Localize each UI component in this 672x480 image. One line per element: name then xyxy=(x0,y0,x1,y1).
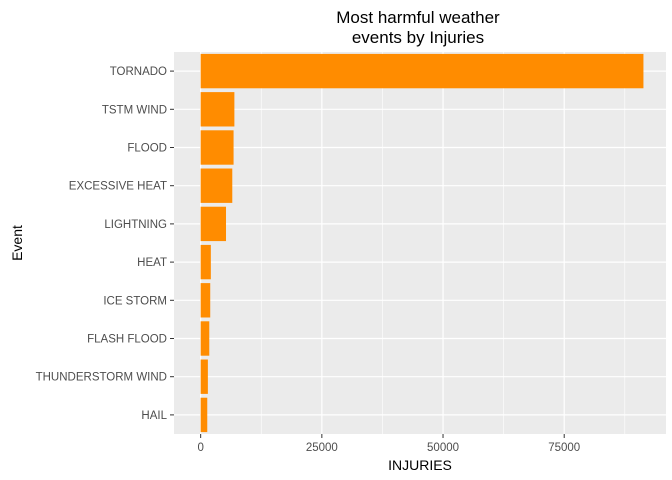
x-axis-ticks: 0 25000 50000 75000 xyxy=(197,434,580,454)
y-tick-label: HAIL xyxy=(141,410,167,422)
y-axis-title: Event xyxy=(9,225,25,261)
plot-panel xyxy=(174,52,666,434)
bar xyxy=(200,283,211,318)
bar xyxy=(200,168,233,203)
x-tick-label: 75000 xyxy=(548,442,580,454)
y-tick-label: TSTM WIND xyxy=(102,104,167,116)
bar xyxy=(200,397,208,433)
bar xyxy=(200,206,227,242)
y-tick-label: THUNDERSTORM WIND xyxy=(36,372,167,384)
bar xyxy=(200,130,234,165)
bar xyxy=(200,244,211,280)
x-tick-label: 50000 xyxy=(427,442,459,454)
y-tick-label: TORNADO xyxy=(110,66,167,78)
bar xyxy=(200,53,644,89)
y-tick-label: FLOOD xyxy=(127,143,167,155)
y-tick-label: HEAT xyxy=(137,257,167,269)
chart-title-line-1: Most harmful weather xyxy=(336,8,500,27)
x-axis-title: INJURIES xyxy=(388,457,452,473)
bars xyxy=(200,53,644,433)
y-tick-label: EXCESSIVE HEAT xyxy=(69,181,167,193)
x-tick-label: 25000 xyxy=(306,442,338,454)
y-axis-ticks: TORNADO TSTM WIND FLOOD EXCESSIVE HEAT LIGHT… xyxy=(36,66,174,422)
chart-title-line-2: events by Injuries xyxy=(352,28,484,47)
bar xyxy=(200,321,210,356)
bar xyxy=(200,92,235,127)
y-tick-label: LIGHTNING xyxy=(104,219,167,231)
x-tick-label: 0 xyxy=(197,442,203,454)
bar xyxy=(200,359,208,394)
y-tick-label: FLASH FLOOD xyxy=(87,334,167,346)
y-tick-label: ICE STORM xyxy=(103,295,167,307)
